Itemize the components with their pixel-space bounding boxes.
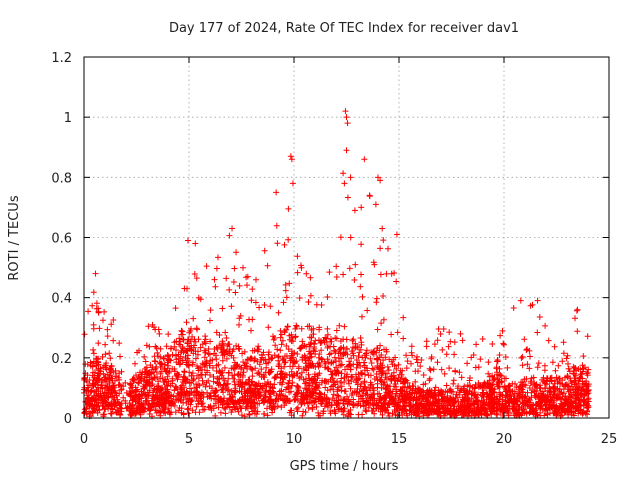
data-point <box>192 240 199 247</box>
y-tick-label: 0.4 <box>51 292 72 307</box>
data-point <box>342 108 349 115</box>
data-point <box>366 192 373 199</box>
data-point <box>375 174 381 181</box>
data-point <box>574 306 581 313</box>
data-point <box>273 189 280 196</box>
data-point <box>351 207 358 214</box>
axis-tick-labels: 0 5 10 15 20 25 0 0.2 0.4 0.6 0.8 1 1.2 <box>51 51 617 447</box>
x-tick-label: 25 <box>601 432 618 447</box>
data-point <box>184 237 191 244</box>
chart-title: Day 177 of 2024, Rate Of TEC Index for r… <box>169 21 519 36</box>
data-point <box>517 297 524 304</box>
x-tick-label: 0 <box>80 432 88 447</box>
data-point <box>372 201 379 208</box>
x-tick-label: 5 <box>185 432 193 447</box>
data-point <box>341 180 348 187</box>
y-tick-label: 0.8 <box>51 171 72 186</box>
data-points <box>81 108 592 420</box>
x-tick-label: 10 <box>286 432 303 447</box>
data-point <box>377 177 384 184</box>
y-axis-label: ROTI / TECUs <box>7 195 22 280</box>
data-point <box>92 270 99 277</box>
data-point <box>288 156 295 163</box>
y-tick-label: 0.6 <box>51 232 72 247</box>
data-point <box>229 225 236 232</box>
x-tick-label: 20 <box>496 432 513 447</box>
data-point <box>347 234 354 241</box>
x-tick-label: 15 <box>391 432 408 447</box>
data-point <box>534 297 541 304</box>
data-point <box>361 156 368 163</box>
scatter-markers <box>81 170 592 420</box>
axis-ticks <box>83 56 610 419</box>
y-tick-label: 0 <box>64 412 72 427</box>
data-point <box>393 231 400 238</box>
y-tick-label: 0.2 <box>51 352 72 367</box>
data-point <box>358 204 365 211</box>
data-point <box>379 225 386 232</box>
y-tick-label: 1.2 <box>51 51 72 66</box>
data-point <box>343 114 350 121</box>
x-axis-label: GPS time / hours <box>290 459 399 474</box>
data-point <box>343 147 350 154</box>
data-point <box>344 120 351 127</box>
y-tick-label: 1 <box>64 111 72 126</box>
data-point <box>289 180 296 187</box>
data-point <box>287 153 294 160</box>
